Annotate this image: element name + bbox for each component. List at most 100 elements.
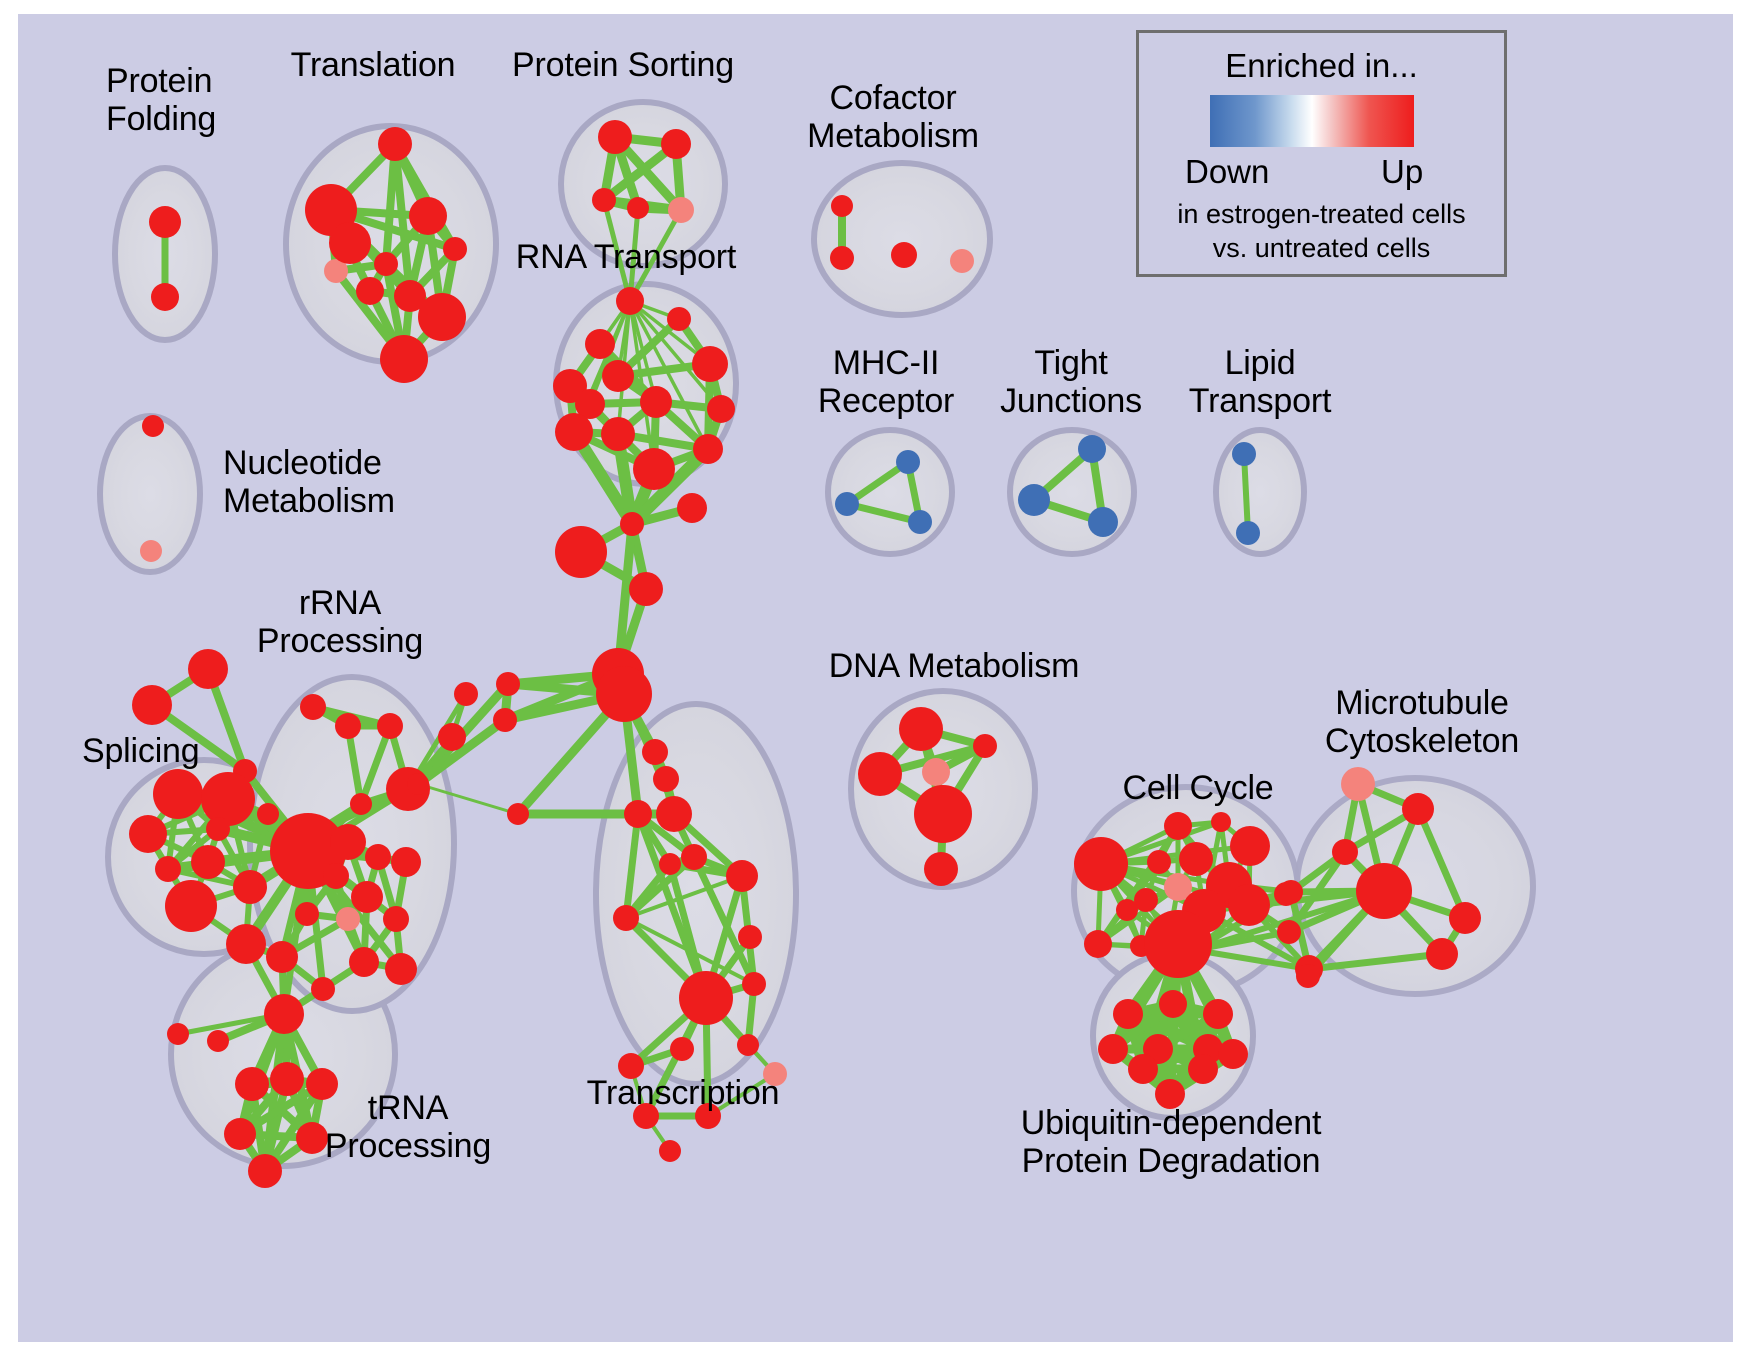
- edge: [1305, 950, 1446, 973]
- node: [407, 773, 429, 795]
- node: [167, 1023, 189, 1045]
- edge: [599, 139, 681, 205]
- node: [270, 1062, 304, 1096]
- cluster-label-mhc-ii-receptor: MHC-II Receptor: [817, 344, 955, 420]
- node: [1164, 812, 1192, 840]
- node: [677, 493, 707, 523]
- node: [165, 880, 217, 932]
- network-nodes: [129, 120, 1481, 1188]
- node: [1228, 884, 1270, 926]
- node: [349, 947, 379, 977]
- node: [151, 283, 179, 311]
- node: [1332, 839, 1358, 865]
- edge: [416, 782, 520, 816]
- node: [378, 127, 412, 161]
- cluster-label-dna-metabolism: DNA Metabolism: [828, 647, 1080, 685]
- cluster-label-protein-sorting: Protein Sorting: [512, 46, 734, 84]
- hull-lipid-transport: [1213, 427, 1307, 557]
- node: [633, 1103, 659, 1129]
- node: [695, 1103, 721, 1129]
- node: [206, 817, 230, 841]
- node: [1218, 1039, 1248, 1069]
- node: [385, 953, 417, 985]
- node: [306, 1068, 338, 1100]
- cluster-label-nucleotide-metabolism: Nucleotide Metabolism: [223, 444, 395, 520]
- node: [1155, 1079, 1185, 1109]
- node: [831, 195, 853, 217]
- node: [575, 389, 605, 419]
- node: [707, 395, 735, 423]
- node: [598, 120, 632, 154]
- node: [409, 197, 447, 235]
- node: [1230, 826, 1270, 866]
- node: [1341, 767, 1375, 801]
- edge: [624, 874, 744, 920]
- node: [418, 293, 466, 341]
- node: [891, 242, 917, 268]
- node: [835, 492, 859, 516]
- node: [383, 906, 409, 932]
- edge: [627, 205, 641, 304]
- node: [1128, 1054, 1158, 1084]
- cluster-label-transcription: Transcription: [586, 1074, 780, 1112]
- edge: [236, 1080, 326, 1138]
- edge: [1285, 848, 1349, 936]
- node: [1134, 888, 1158, 912]
- node: [1164, 873, 1192, 901]
- cluster-label-translation: Translation: [290, 46, 456, 84]
- node: [374, 252, 398, 276]
- hull-mhc-ii-receptor: [825, 427, 955, 557]
- node: [763, 1062, 787, 1086]
- node: [235, 1067, 269, 1101]
- edge: [843, 458, 912, 508]
- node: [1084, 930, 1112, 958]
- node: [1074, 837, 1128, 891]
- node: [1144, 910, 1212, 978]
- node: [1113, 999, 1143, 1029]
- node: [356, 277, 384, 305]
- node: [613, 905, 639, 931]
- node: [659, 853, 681, 875]
- node: [188, 649, 228, 689]
- node: [351, 881, 383, 913]
- node: [620, 512, 644, 536]
- node: [257, 803, 279, 825]
- node: [896, 450, 920, 474]
- node: [1449, 902, 1481, 934]
- legend-title: Enriched in...: [1225, 47, 1418, 84]
- node: [692, 346, 728, 382]
- node: [1356, 863, 1412, 919]
- enrichment-map-canvas: Protein Folding Translation Protein Sort…: [18, 14, 1733, 1342]
- legend-subtitle-line2: vs. untreated cells: [1212, 233, 1431, 263]
- node: [555, 413, 593, 451]
- node: [950, 249, 974, 273]
- node: [659, 1140, 681, 1162]
- node: [1188, 1054, 1218, 1084]
- node: [233, 870, 267, 904]
- node: [507, 803, 529, 825]
- cluster-label-rrna-processing: rRNA Processing: [256, 584, 424, 660]
- node: [656, 796, 692, 832]
- edge: [843, 500, 924, 526]
- node: [391, 847, 421, 877]
- node: [191, 845, 225, 879]
- node: [908, 510, 932, 534]
- node: [1296, 964, 1320, 988]
- node: [668, 197, 694, 223]
- node: [248, 1154, 282, 1188]
- cluster-label-rna-transport: RNA Transport: [515, 238, 737, 276]
- node: [592, 188, 616, 212]
- node: [264, 994, 304, 1034]
- edge: [626, 443, 714, 530]
- node: [1098, 1034, 1128, 1064]
- edge: [1241, 451, 1251, 536]
- node: [596, 666, 652, 722]
- node: [153, 769, 203, 819]
- cluster-label-cofactor-metabolism: Cofactor Metabolism: [807, 79, 979, 155]
- node: [899, 707, 943, 751]
- cluster-label-protein-folding: Protein Folding: [106, 62, 217, 138]
- node: [1277, 920, 1301, 944]
- node: [661, 129, 691, 159]
- node: [443, 237, 467, 261]
